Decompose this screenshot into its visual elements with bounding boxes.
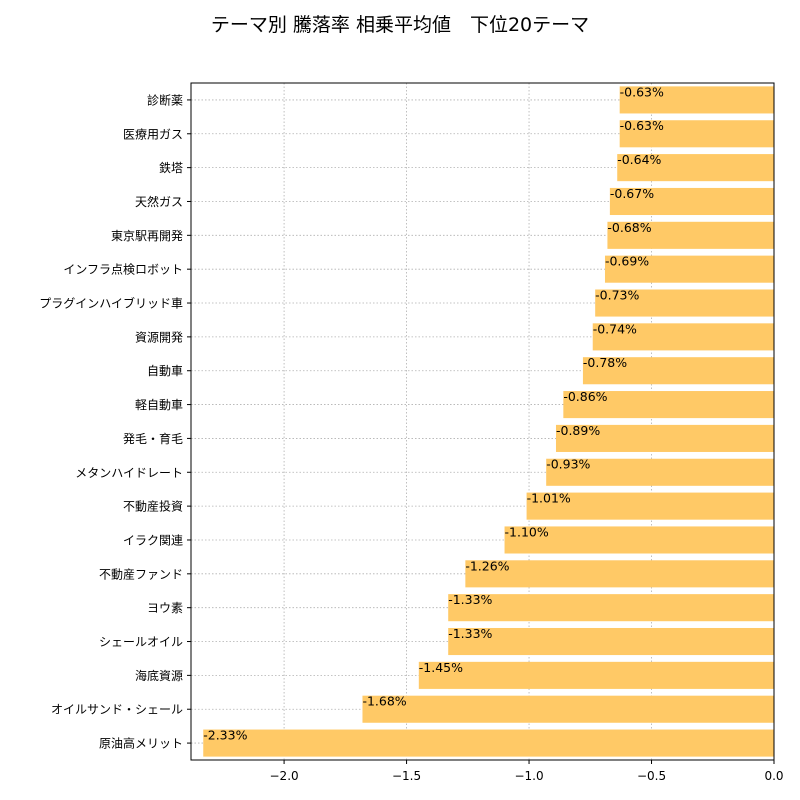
bar	[619, 120, 774, 148]
y-tick-label: ヨウ素	[147, 601, 183, 615]
bar	[617, 154, 774, 182]
bar	[595, 289, 774, 317]
data-label: -1.45%	[419, 660, 463, 675]
data-label: -0.68%	[607, 220, 651, 235]
data-label: -1.33%	[448, 626, 492, 641]
bar	[504, 526, 774, 554]
data-label: -2.33%	[203, 728, 247, 743]
bar	[607, 221, 774, 249]
y-tick-label: 海底資源	[135, 668, 183, 683]
data-label: -1.68%	[362, 694, 406, 709]
bar	[448, 627, 774, 656]
chart-title: テーマ別 騰落率 相乗平均値 下位20テーマ	[210, 14, 590, 36]
bar	[555, 424, 774, 452]
bar	[546, 458, 774, 486]
axes-layer: −2.0 −1.5 −1.0 −0.5 0.0 診断薬医療用ガス鉄塔天然ガス東京駅再開発イ…	[39, 92, 783, 783]
data-label: -0.67%	[610, 186, 654, 201]
bar	[619, 86, 774, 114]
bar	[582, 357, 774, 385]
bar	[203, 729, 774, 757]
data-label: -0.86%	[563, 389, 607, 404]
y-tick-label: 診断薬	[147, 92, 183, 107]
x-tick-label: −2.0	[270, 769, 299, 783]
data-label: -0.78%	[583, 355, 627, 370]
data-label: -0.89%	[556, 423, 600, 438]
data-label: -1.01%	[527, 491, 571, 506]
bar	[592, 323, 774, 351]
bar	[526, 492, 774, 520]
y-tick-label: 鉄塔	[159, 160, 183, 175]
x-tick-label: −1.0	[514, 769, 543, 783]
y-tick-label: 東京駅再開発	[111, 229, 183, 243]
y-tick-label: シェールオイル	[99, 635, 183, 649]
bar	[418, 661, 774, 689]
data-label: -0.74%	[593, 321, 637, 336]
bar	[604, 255, 774, 283]
x-tick-label: −1.5	[392, 769, 421, 783]
data-label: -0.93%	[546, 457, 590, 472]
x-tick-label: 0.0	[764, 769, 783, 783]
data-label: -0.73%	[595, 287, 639, 302]
y-tick-label: 資源開発	[135, 330, 183, 344]
y-tick-label: 不動産投資	[123, 499, 183, 514]
bar	[448, 594, 774, 622]
y-tick-label: インフラ点検ロボット	[63, 263, 183, 277]
y-tick-label: メタンハイドレート	[75, 466, 183, 480]
grid-layer	[191, 83, 775, 760]
plot-frame	[190, 82, 775, 761]
y-tick-label: 軽自動車	[135, 398, 183, 412]
data-label: -0.69%	[605, 254, 649, 269]
data-label: -1.26%	[465, 558, 509, 573]
bar	[362, 695, 774, 723]
y-tick-label: 発毛・育毛	[123, 431, 183, 446]
bar	[609, 187, 774, 216]
data-label: -0.64%	[617, 152, 661, 167]
bars-layer	[203, 86, 774, 757]
x-tick-label: −0.5	[637, 769, 666, 783]
y-tick-label: プラグインハイブリッド車	[39, 296, 183, 311]
y-tick-label: 自動車	[147, 364, 183, 378]
bar	[465, 560, 774, 588]
data-label: -0.63%	[620, 84, 664, 99]
y-tick-label: オイルサンド・シェール	[51, 703, 183, 717]
data-label: -1.33%	[448, 592, 492, 607]
y-tick-label: 医療用ガス	[123, 127, 183, 141]
data-labels-layer: -0.63% -0.63% -0.64% -0.67% -0.68% -0.69% -0.7…	[203, 84, 664, 742]
data-label: -0.63%	[620, 118, 664, 133]
data-label: -1.10%	[505, 524, 549, 539]
y-tick-label: 原油高メリット	[99, 736, 183, 751]
y-tick-label: 天然ガス	[135, 194, 183, 209]
y-tick-label: イラク関連	[123, 533, 183, 547]
y-tick-label: 不動産ファンド	[99, 566, 183, 581]
bar	[563, 391, 774, 419]
